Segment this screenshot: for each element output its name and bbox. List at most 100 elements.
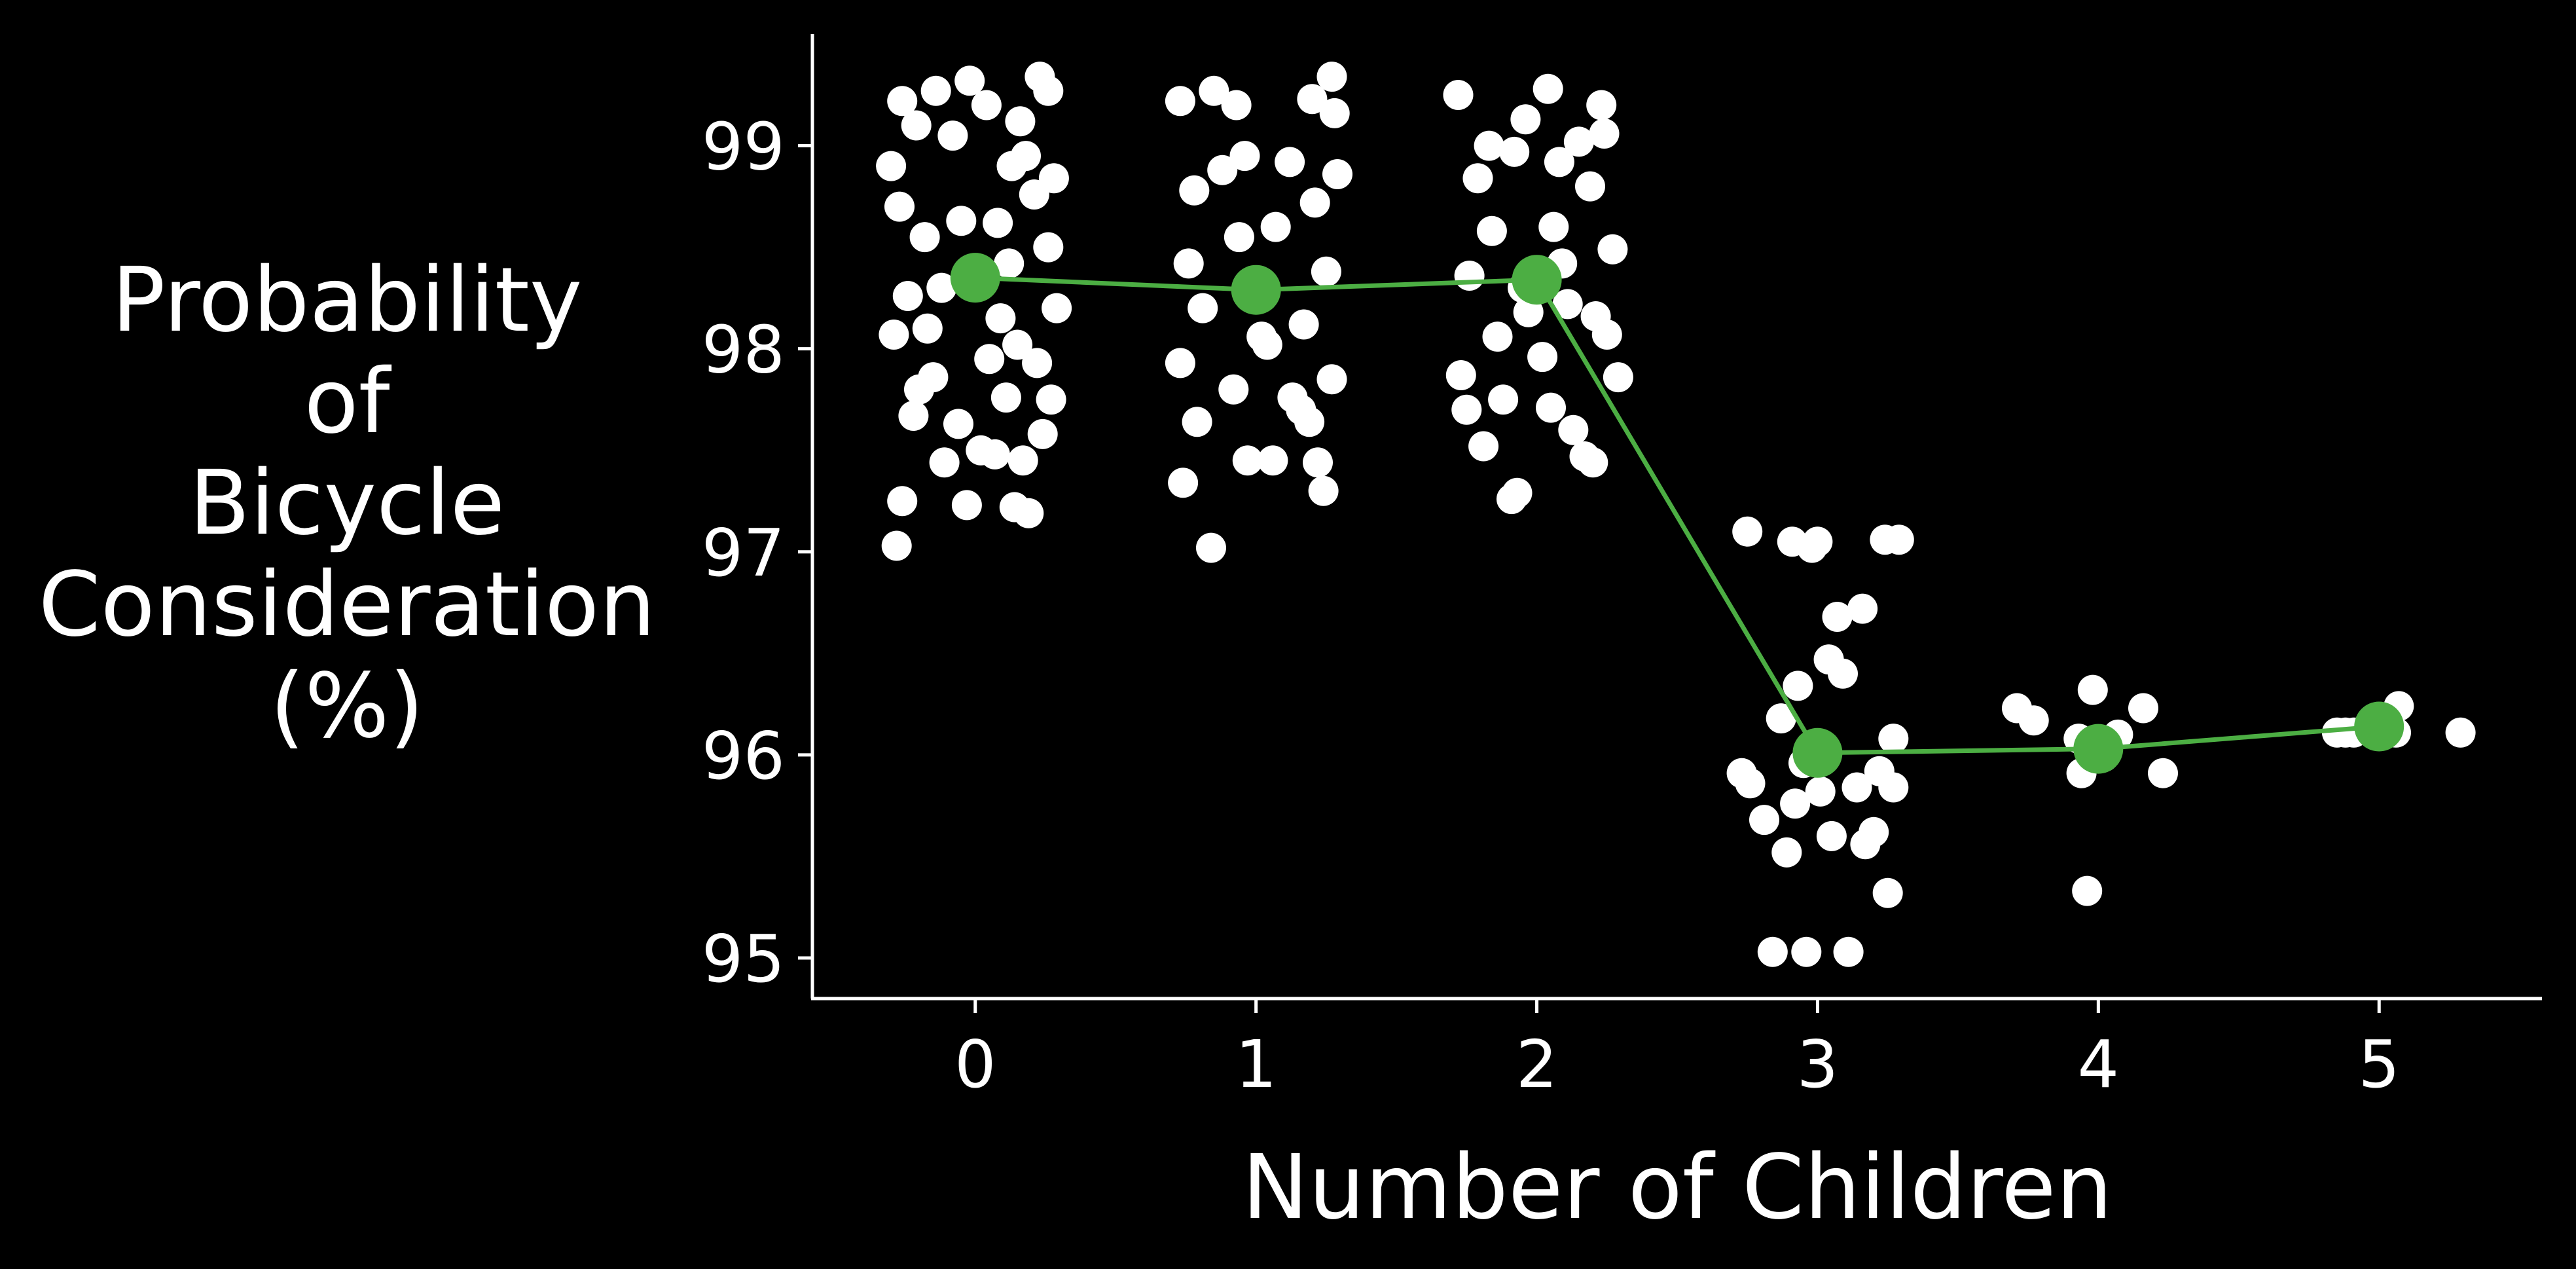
data-point <box>2072 875 2103 906</box>
data-point <box>1499 136 1530 167</box>
data-point <box>1042 293 1072 323</box>
data-point <box>1445 360 1476 390</box>
data-point <box>985 303 1016 334</box>
data-point <box>887 486 918 517</box>
data-point <box>1316 364 1347 395</box>
data-point <box>1833 936 1864 967</box>
data-point <box>1199 75 1229 106</box>
data-point <box>946 206 977 236</box>
data-points <box>876 62 2476 967</box>
x-axis-title: Number of Children <box>1242 1136 2113 1240</box>
mean-series <box>950 253 2404 778</box>
mean-marker <box>1792 727 1843 778</box>
data-point <box>2018 705 2049 736</box>
data-point <box>1033 75 1064 106</box>
mean-marker <box>2073 724 2124 774</box>
x-tick-label: 3 <box>1797 1026 1839 1103</box>
data-point <box>1538 212 1569 242</box>
y-axis-title-line: (%) <box>270 655 424 758</box>
data-point <box>1544 147 1574 177</box>
y-axis-title-line: Bicycle <box>189 452 505 555</box>
data-point <box>990 382 1021 413</box>
data-point <box>2077 674 2108 705</box>
data-point <box>1297 84 1328 115</box>
y-tick-label: 99 <box>702 109 785 185</box>
y-tick-label: 98 <box>702 312 785 388</box>
data-point <box>1558 414 1589 445</box>
data-point <box>1002 329 1033 360</box>
data-point <box>1878 724 1909 754</box>
data-point <box>1165 86 1195 117</box>
data-point <box>1232 445 1263 476</box>
data-point <box>1791 936 1822 967</box>
data-point <box>1451 394 1482 425</box>
data-point <box>1603 362 1633 393</box>
data-point <box>881 530 912 561</box>
data-point <box>920 75 951 106</box>
data-point <box>1536 392 1566 423</box>
data-point <box>1732 516 1763 547</box>
data-point <box>1766 703 1796 734</box>
data-point <box>994 248 1025 279</box>
data-point <box>2128 693 2158 724</box>
data-point <box>1165 348 1195 378</box>
data-point <box>1864 756 1895 786</box>
data-point <box>2445 717 2476 748</box>
data-point <box>1322 159 1352 189</box>
data-point <box>892 281 923 311</box>
data-point <box>1883 524 1914 555</box>
data-point <box>1299 187 1330 218</box>
y-axis-title-line: Consideration <box>39 553 656 657</box>
data-point <box>1805 776 1836 807</box>
data-point <box>1513 297 1544 327</box>
mean-marker <box>1512 255 1562 305</box>
data-point <box>1311 256 1341 287</box>
data-point <box>1780 788 1811 819</box>
data-point <box>1502 477 1533 508</box>
data-point <box>1224 222 1254 253</box>
data-point <box>1179 175 1210 206</box>
data-point <box>1182 407 1212 437</box>
data-point <box>974 344 1005 375</box>
data-point <box>909 222 940 253</box>
y-axis-title: Probability of Bicycle Consideration (%) <box>39 249 656 758</box>
data-point <box>1474 130 1504 161</box>
x-tick-label: 0 <box>954 1026 996 1103</box>
data-point <box>1027 418 1058 449</box>
data-point <box>901 110 932 141</box>
data-point <box>1589 119 1620 149</box>
data-point <box>1022 348 1053 378</box>
data-point <box>929 447 960 478</box>
x-tick-label: 5 <box>2358 1026 2400 1103</box>
data-point <box>1443 80 1474 110</box>
data-point <box>1771 837 1802 868</box>
data-point <box>1726 758 1757 788</box>
x-tick-label: 4 <box>2078 1026 2120 1103</box>
data-point <box>1033 232 1064 263</box>
mean-line <box>975 275 2380 756</box>
data-point <box>1303 447 1333 478</box>
data-point <box>1476 215 1507 246</box>
data-point <box>1013 498 1044 528</box>
data-point <box>1841 772 1872 803</box>
data-point <box>1859 817 1889 847</box>
data-point <box>1221 90 1252 120</box>
data-point <box>2148 758 2178 788</box>
data-point <box>1575 171 1605 202</box>
data-point <box>884 191 915 222</box>
data-point <box>1188 293 1218 323</box>
data-point <box>1275 147 1305 177</box>
x-tick-label: 2 <box>1516 1026 1558 1103</box>
data-point <box>1308 475 1339 506</box>
data-point <box>1007 445 1038 476</box>
data-point <box>1757 936 1788 967</box>
data-point <box>1510 104 1541 135</box>
data-point <box>1533 73 1563 104</box>
data-point <box>1038 163 1069 194</box>
data-point <box>966 435 996 466</box>
data-point <box>912 313 943 344</box>
data-point <box>1822 602 1853 632</box>
data-point <box>983 208 1013 238</box>
data-point <box>1316 62 1347 92</box>
